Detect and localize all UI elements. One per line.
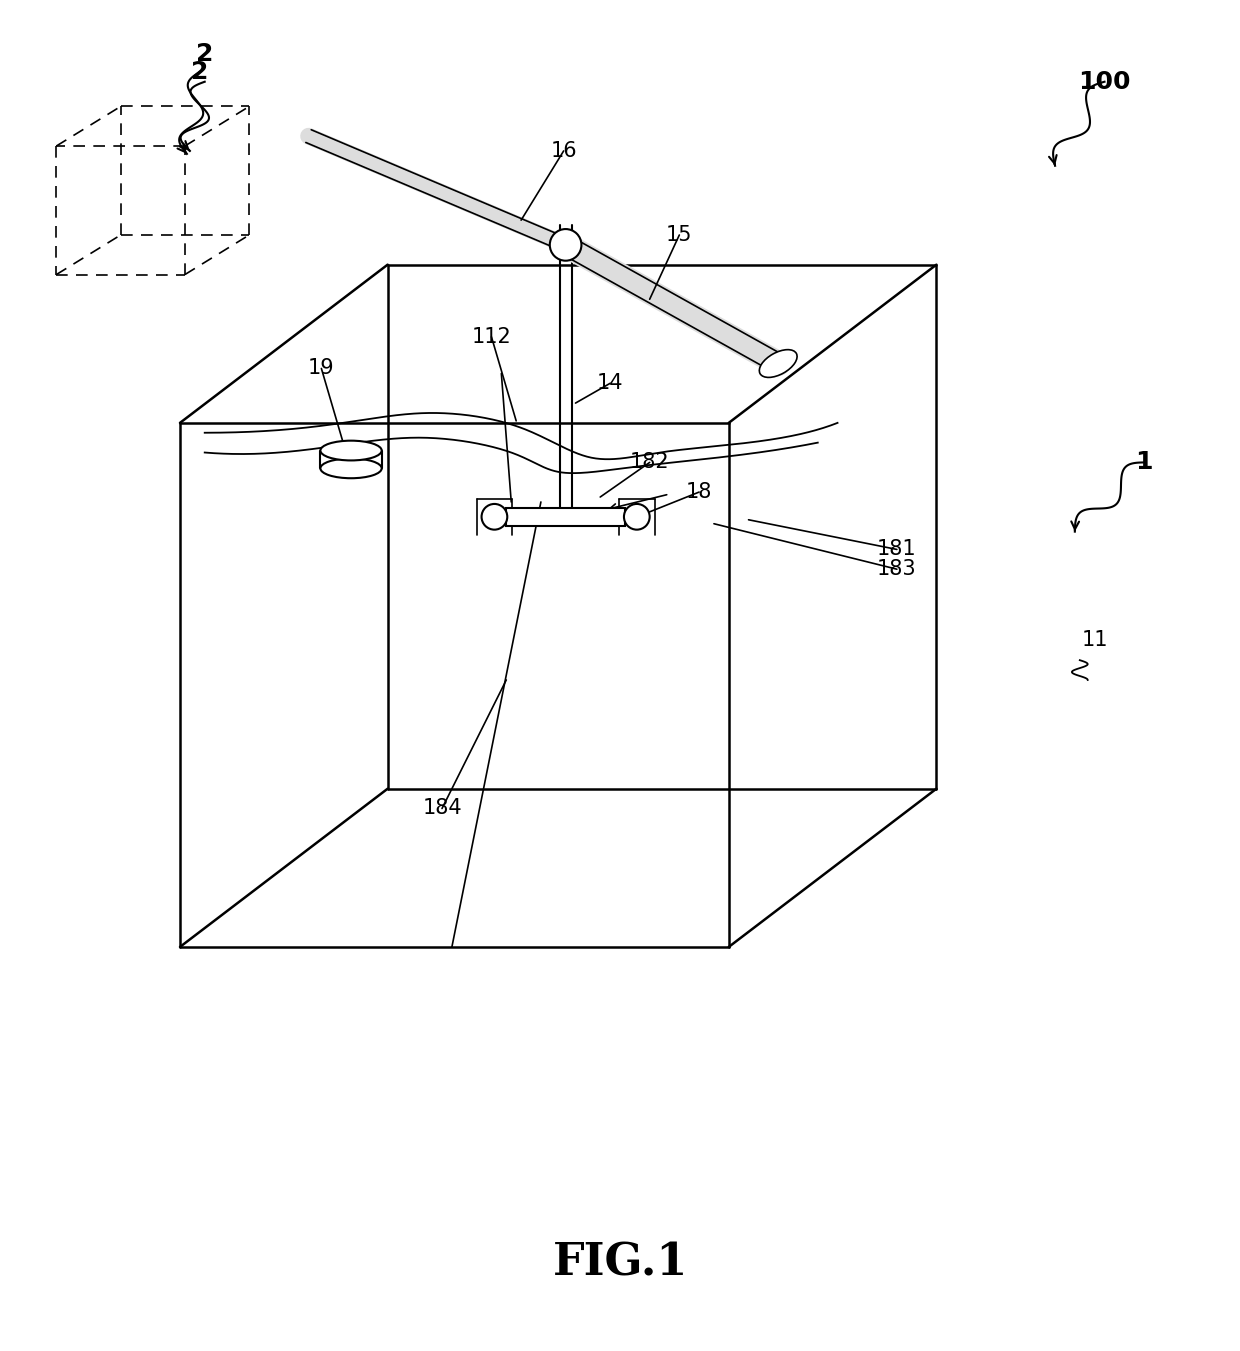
Text: 1: 1 (1136, 450, 1153, 474)
Ellipse shape (320, 458, 382, 478)
Text: 16: 16 (551, 141, 577, 161)
Bar (506, 508, 625, 526)
Ellipse shape (320, 440, 382, 461)
Text: 14: 14 (596, 373, 624, 393)
Text: FIG.1: FIG.1 (552, 1242, 688, 1285)
Text: 182: 182 (630, 453, 670, 473)
Circle shape (624, 504, 650, 530)
Circle shape (549, 230, 582, 261)
Text: 19: 19 (308, 358, 335, 378)
Text: 11: 11 (1081, 631, 1107, 650)
Text: 2: 2 (196, 42, 213, 66)
Circle shape (481, 504, 507, 530)
Ellipse shape (759, 350, 797, 377)
Text: 183: 183 (877, 559, 916, 580)
Text: 15: 15 (666, 226, 693, 245)
Text: 100: 100 (1079, 70, 1131, 93)
Text: 18: 18 (686, 482, 712, 503)
Text: 184: 184 (422, 798, 461, 819)
Text: 181: 181 (877, 539, 916, 559)
Text: 112: 112 (471, 327, 511, 347)
Text: 2: 2 (191, 59, 208, 84)
